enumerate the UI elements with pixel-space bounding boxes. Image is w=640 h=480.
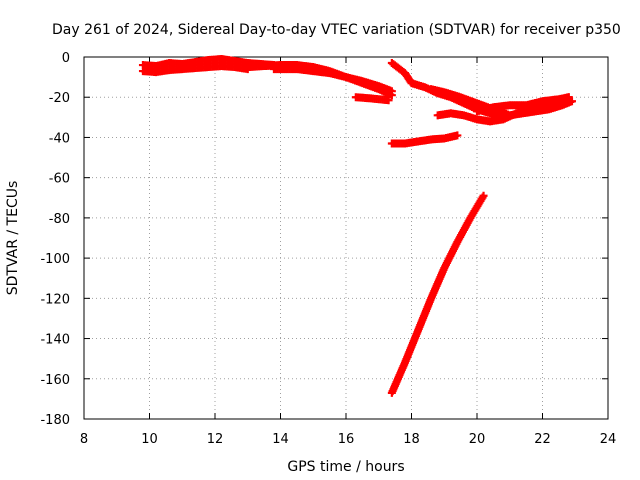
y-tick-label: -180 xyxy=(40,413,70,428)
x-tick-label: 18 xyxy=(403,432,420,447)
axis-ticks: 8 10 12 14 16 18 20 22 24 0 -20 -40 -60 -80 -100 -120 -1… xyxy=(40,51,616,447)
y-tick-label: -140 xyxy=(40,333,70,348)
x-tick-label: 12 xyxy=(207,432,224,447)
chart-title: Day 261 of 2024, Sidereal Day-to-day VTE… xyxy=(52,22,621,38)
x-axis-label: GPS time / hours xyxy=(287,459,404,475)
x-tick-label: 20 xyxy=(469,432,486,447)
data-point xyxy=(479,191,488,200)
x-tick-label: 22 xyxy=(534,432,551,447)
y-axis-label: SDTVAR / TECUs xyxy=(5,181,21,296)
y-tick-label: -60 xyxy=(49,172,70,187)
y-tick-label: -120 xyxy=(40,292,70,307)
y-tick-label: -80 xyxy=(49,212,70,227)
y-tick-label: 0 xyxy=(62,51,70,66)
data-point xyxy=(384,96,393,105)
data-series xyxy=(138,55,576,397)
x-tick-label: 16 xyxy=(338,432,355,447)
y-tick-label: -100 xyxy=(40,252,70,267)
x-tick-label: 14 xyxy=(272,432,289,447)
data-point xyxy=(387,91,396,100)
x-tick-label: 24 xyxy=(600,432,617,447)
data-point xyxy=(567,97,576,106)
y-tick-label: -20 xyxy=(49,91,70,106)
grid xyxy=(84,57,608,419)
x-tick-label: 8 xyxy=(80,432,88,447)
data-point xyxy=(453,131,462,140)
x-tick-label: 10 xyxy=(141,432,158,447)
y-tick-label: -40 xyxy=(49,131,70,146)
y-tick-label: -160 xyxy=(40,373,70,388)
